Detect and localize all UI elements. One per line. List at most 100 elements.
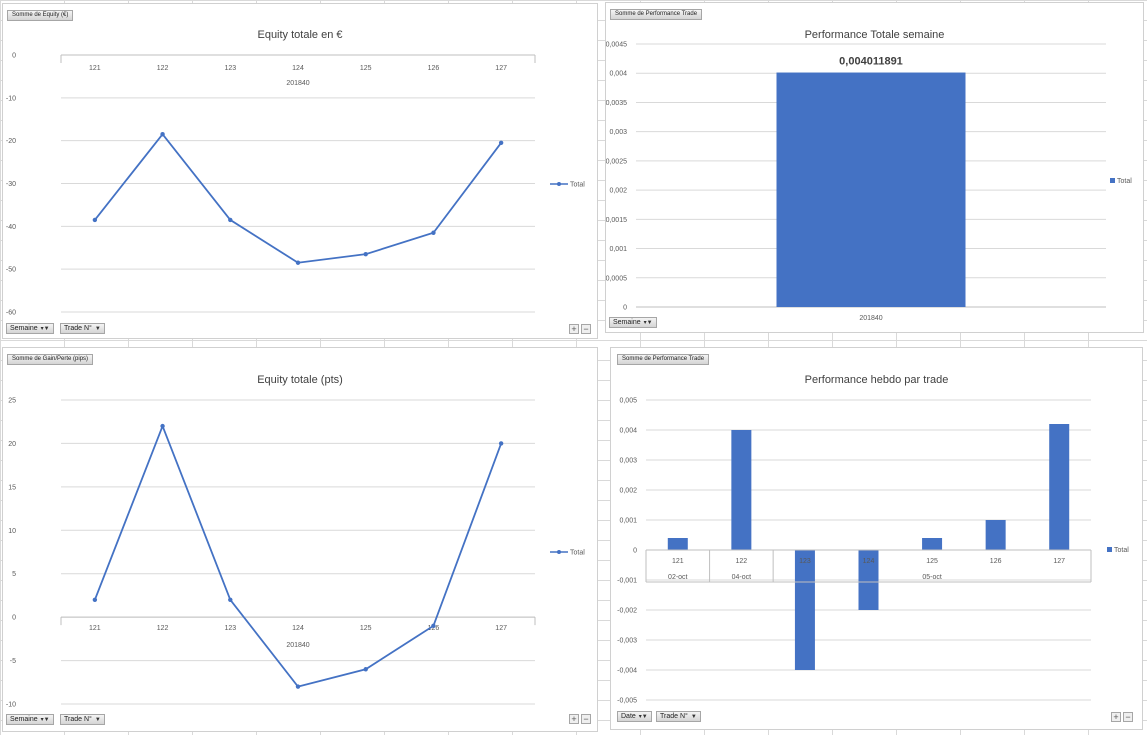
x-tick-label: 126	[428, 65, 440, 72]
x-tick-label: 123	[224, 65, 236, 72]
x-tick-label: 121	[89, 625, 101, 632]
filter-trade-no[interactable]: Trade N° ▼	[60, 323, 105, 334]
x-tick-label: 121	[89, 65, 101, 72]
x-group-label: 02-oct	[668, 574, 688, 581]
x-tick-label: 126	[990, 558, 1002, 565]
filter-semaine[interactable]: Semaine ▾▼	[609, 317, 657, 328]
y-tick-label: 0	[12, 615, 16, 622]
data-point	[228, 597, 233, 602]
performance-total-bar-chart: 0,0045 0,004 0,0035 0,003 0,0025 0,002 0,0015 0…	[606, 42, 1132, 323]
legend-label: Total	[1117, 178, 1132, 185]
chart-title: Performance hebdo par trade	[804, 374, 949, 386]
field-button-performance[interactable]: Somme de Performance Trade	[617, 354, 710, 365]
y-tick-label: 0,0025	[606, 158, 627, 165]
equity-pts-chart-panel: Somme de Gain/Perte (pips) 25 20 15 10 5 0 -5 -…	[2, 347, 598, 732]
chart-title: Equity totale en €	[257, 29, 343, 41]
filter-date[interactable]: Date ▾▼	[617, 711, 652, 722]
y-tick-label: -10	[6, 95, 16, 102]
performance-total-chart-panel: Somme de Performance Trade 0,0045 0,004 0,…	[605, 2, 1144, 333]
x-group-label: 201840	[286, 642, 309, 649]
x-tick-label: 126	[428, 625, 440, 632]
y-tick-label: 0,0005	[606, 275, 627, 282]
expand-button[interactable]: +	[569, 714, 579, 724]
filter-semaine[interactable]: Semaine ▾▼	[6, 323, 54, 334]
x-tick-label: 124	[292, 625, 304, 632]
y-tick-label: 0	[623, 305, 627, 312]
expand-button[interactable]: +	[569, 324, 579, 334]
chart-title: Performance Totale semaine	[804, 29, 945, 41]
filter-label: Trade N°	[660, 713, 688, 720]
filter-semaine[interactable]: Semaine ▾▼	[6, 714, 54, 725]
y-tick-label: 0,001	[609, 246, 627, 253]
equity-pts-line-chart: 25 20 15 10 5 0 -5 -10 121 122 123 124 125 126 127 2018…	[6, 398, 585, 709]
bar	[985, 520, 1006, 550]
filter-trade-no[interactable]: Trade N° ▼	[656, 711, 701, 722]
chart-title: Equity totale (pts)	[257, 374, 343, 386]
filter-label: Date	[621, 713, 636, 720]
y-tick-label: -0,001	[617, 578, 637, 585]
chevron-down-icon: ▼	[94, 717, 101, 723]
x-tick-label: 127	[495, 625, 507, 632]
x-group-label: 04-oct	[732, 574, 752, 581]
x-tick-label: 121	[672, 558, 684, 565]
y-tick-label: -5	[10, 658, 16, 665]
filter-trade-no[interactable]: Trade N° ▼	[60, 714, 105, 725]
filter-label: Semaine	[613, 319, 641, 326]
collapse-button[interactable]: −	[1123, 712, 1133, 722]
legend-swatch	[1107, 547, 1112, 552]
bar	[794, 550, 815, 670]
y-tick-label: 0,004	[609, 71, 627, 78]
equity-euro-line-chart: 0 -10 -20 -30 -40 -50 -60 121 122 123 124 125 126 127…	[6, 53, 585, 317]
data-point	[160, 423, 165, 429]
field-button-gain-perte[interactable]: Somme de Gain/Perte (pips)	[7, 354, 94, 365]
collapse-button[interactable]: −	[581, 324, 591, 334]
filter-label: Semaine	[10, 325, 38, 332]
y-tick-label: 10	[8, 528, 16, 535]
filter-label: Trade N°	[64, 716, 92, 723]
data-point	[431, 230, 436, 235]
y-tick-label: 0,002	[619, 488, 637, 495]
y-tick-label: -30	[6, 181, 16, 188]
y-tick-label: 0,0015	[606, 217, 627, 224]
legend-label: Total	[570, 550, 585, 557]
bar	[776, 72, 966, 308]
collapse-button[interactable]: −	[581, 714, 591, 724]
x-tick-label: 122	[157, 625, 169, 632]
x-tick-label: 123	[224, 625, 236, 632]
y-tick-label: -40	[6, 224, 16, 231]
data-point	[92, 597, 98, 602]
filter-label: Semaine	[10, 716, 38, 723]
expand-button[interactable]: +	[1111, 712, 1121, 722]
y-tick-label: 0,001	[619, 518, 637, 525]
y-tick-label: -0,005	[617, 698, 637, 705]
bar	[1049, 424, 1070, 550]
y-tick-label: -0,003	[617, 638, 637, 645]
bar	[922, 538, 943, 550]
y-tick-label: 0,002	[609, 188, 627, 195]
data-point	[295, 260, 301, 265]
x-tick-label: 125	[926, 558, 938, 565]
performance-hebdo-chart-panel: Somme de Performance Trade 0,005 0,004 0,0…	[610, 347, 1143, 730]
y-tick-label: -60	[6, 310, 16, 317]
field-button-equity[interactable]: Somme de Equity (€)	[7, 10, 74, 21]
legend-label: Total	[570, 182, 585, 189]
filter-funnel-icon: ▾▼	[643, 320, 653, 326]
chevron-down-icon: ▼	[690, 714, 697, 720]
data-point	[498, 140, 504, 146]
data-point	[363, 667, 368, 672]
y-tick-label: 0,0035	[606, 100, 627, 107]
x-tick-label: 125	[360, 65, 372, 72]
data-label: 0,004011891	[839, 56, 903, 68]
y-tick-label: 0,003	[609, 129, 627, 136]
filter-label: Trade N°	[64, 325, 92, 332]
bar	[858, 550, 879, 610]
filter-funnel-icon: ▾▼	[638, 714, 648, 720]
y-tick-label: -0,004	[617, 668, 637, 675]
x-tick-label: 127	[495, 65, 507, 72]
y-tick-label: -0,002	[617, 608, 637, 615]
y-tick-label: 20	[8, 441, 16, 448]
data-point	[92, 217, 98, 223]
data-point	[431, 623, 436, 629]
field-button-performance[interactable]: Somme de Performance Trade	[610, 9, 703, 20]
data-point	[160, 132, 165, 137]
